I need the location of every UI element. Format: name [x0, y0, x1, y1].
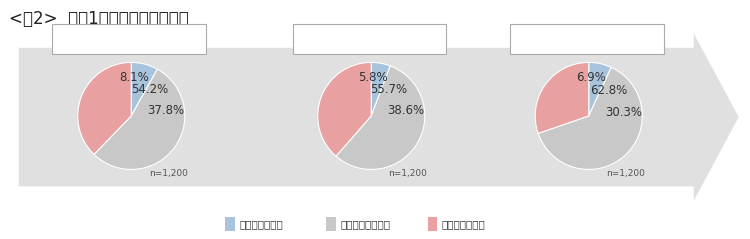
Text: n=1,200: n=1,200	[606, 169, 645, 178]
Text: <図2>  今後1年間の景気の見通し: <図2> 今後1年間の景気の見通し	[9, 10, 189, 27]
Text: 2015年10月　調査時点: 2015年10月 調査時点	[90, 34, 169, 44]
Wedge shape	[78, 62, 131, 154]
Wedge shape	[536, 62, 589, 133]
Text: 38.6%: 38.6%	[387, 104, 424, 117]
Text: 5.8%: 5.8%	[358, 71, 388, 84]
Wedge shape	[538, 67, 642, 169]
Wedge shape	[94, 69, 184, 169]
Text: 55.7%: 55.7%	[370, 83, 407, 96]
Wedge shape	[589, 62, 611, 116]
Text: 悪くなると思う: 悪くなると思う	[442, 219, 485, 229]
Wedge shape	[131, 62, 158, 116]
Text: 8.1%: 8.1%	[119, 71, 148, 84]
Text: 変わらないと思う: 変わらないと思う	[340, 219, 391, 229]
Wedge shape	[371, 62, 390, 116]
Text: 2016年5月　調査時点: 2016年5月 調査時点	[333, 34, 405, 44]
FancyBboxPatch shape	[53, 24, 206, 54]
Wedge shape	[318, 62, 371, 156]
Text: 6.9%: 6.9%	[576, 71, 606, 84]
Text: 良くなると思う: 良くなると思う	[239, 219, 283, 229]
Text: 30.3%: 30.3%	[605, 106, 642, 119]
Text: 37.8%: 37.8%	[147, 104, 184, 117]
Text: n=1,200: n=1,200	[388, 169, 427, 178]
Text: n=1,200: n=1,200	[148, 169, 188, 178]
Wedge shape	[336, 66, 424, 169]
FancyBboxPatch shape	[510, 24, 664, 54]
Text: 2016年10月　調査時点: 2016年10月 調査時点	[548, 34, 626, 44]
Text: 62.8%: 62.8%	[590, 84, 627, 97]
FancyBboxPatch shape	[292, 24, 446, 54]
Polygon shape	[19, 33, 739, 201]
Text: 54.2%: 54.2%	[131, 83, 169, 96]
